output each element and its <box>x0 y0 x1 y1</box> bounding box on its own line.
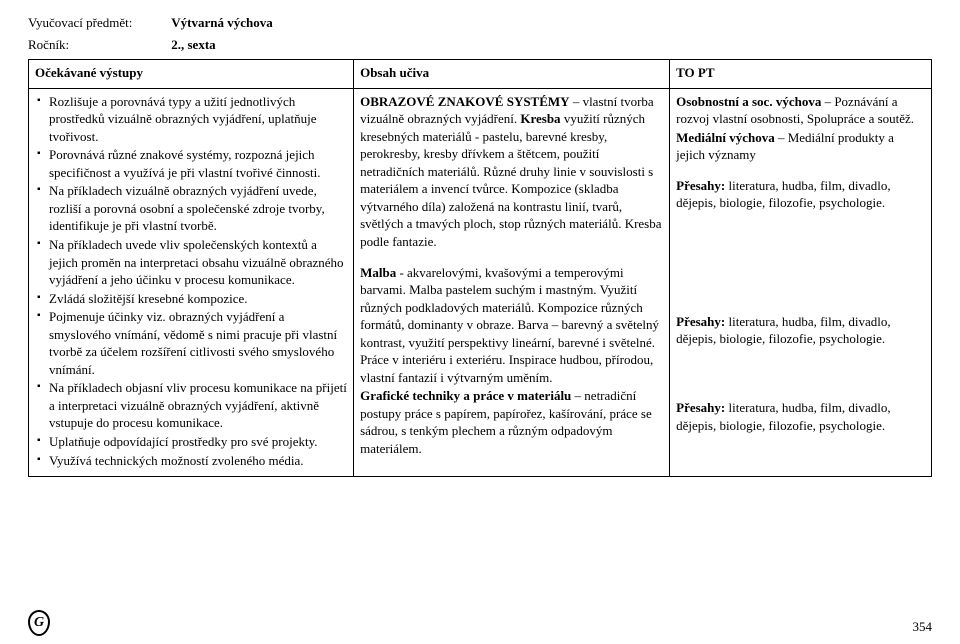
cross-bold: Přesahy: <box>676 178 728 193</box>
col-header-content: Obsah učiva <box>354 60 670 89</box>
grade-label: Ročník: <box>28 36 168 54</box>
content-bold: Kresba <box>520 111 560 126</box>
table-row: Rozlišuje a porovnává typy a užití jedno… <box>29 88 932 476</box>
subject-value: Výtvarná výchova <box>171 15 272 30</box>
table-header-row: Očekávané výstupy Obsah učiva TO PT <box>29 60 932 89</box>
page-number: 354 <box>913 618 933 636</box>
list-item: Porovnává různé znakové systémy, rozpozn… <box>35 146 347 181</box>
topt-cross2: Přesahy: literatura, hudba, film, divadl… <box>676 313 925 348</box>
content-text: využití různých kresebných materiálů - p… <box>360 111 661 249</box>
col-header-outcomes: Očekávané výstupy <box>29 60 354 89</box>
cell-topt: Osobnostní a soc. výchova – Poznávání a … <box>670 88 932 476</box>
list-item: Na příkladech uvede vliv společenských k… <box>35 236 347 289</box>
list-item: Zvládá složitější kresebné kompozice. <box>35 290 347 308</box>
cross-bold: Přesahy: <box>676 400 728 415</box>
subject-line: Vyučovací předmět: Výtvarná výchova <box>28 14 932 32</box>
grade-value: 2., sexta <box>171 37 215 52</box>
content-p3: Grafické techniky a práce v materiálu – … <box>360 387 663 457</box>
topt-cross3: Přesahy: literatura, hudba, film, divadl… <box>676 399 925 434</box>
topt-bold: Mediální výchova <box>676 130 775 145</box>
topt-cross1: Přesahy: literatura, hudba, film, divadl… <box>676 177 925 212</box>
outcomes-list: Rozlišuje a porovnává typy a užití jedno… <box>35 93 347 469</box>
list-item: Pojmenuje účinky viz. obrazných vyjádřen… <box>35 308 347 378</box>
content-p1: OBRAZOVÉ ZNAKOVÉ SYSTÉMY – vlastní tvorb… <box>360 93 663 251</box>
subject-label: Vyučovací předmět: <box>28 14 168 32</box>
grade-line: Ročník: 2., sexta <box>28 36 932 54</box>
curriculum-table: Očekávané výstupy Obsah učiva TO PT Rozl… <box>28 59 932 477</box>
list-item: Na příkladech objasní vliv procesu komun… <box>35 379 347 432</box>
topt-bold: Osobnostní a soc. výchova <box>676 94 821 109</box>
list-item: Na příkladech vizuálně obrazných vyjádře… <box>35 182 347 235</box>
content-text: - akvarelovými, kvašovými a temperovými … <box>360 265 659 385</box>
topt-p1: Osobnostní a soc. výchova – Poznávání a … <box>676 93 925 128</box>
footer-logo-icon: G <box>28 610 50 636</box>
cell-content: OBRAZOVÉ ZNAKOVÉ SYSTÉMY – vlastní tvorb… <box>354 88 670 476</box>
cross-bold: Přesahy: <box>676 314 728 329</box>
page-footer: G 354 <box>28 610 932 636</box>
content-bold: Grafické techniky a práce v materiálu <box>360 388 571 403</box>
list-item: Uplatňuje odpovídající prostředky pro sv… <box>35 433 347 451</box>
col-header-topt: TO PT <box>670 60 932 89</box>
content-p2: Malba - akvarelovými, kvašovými a temper… <box>360 264 663 387</box>
content-bold: Malba <box>360 265 396 280</box>
list-item: Využívá technických možností zvoleného m… <box>35 452 347 470</box>
content-bold: OBRAZOVÉ ZNAKOVÉ SYSTÉMY <box>360 94 569 109</box>
list-item: Rozlišuje a porovnává typy a užití jedno… <box>35 93 347 146</box>
cell-outcomes: Rozlišuje a porovnává typy a užití jedno… <box>29 88 354 476</box>
topt-p2: Mediální výchova – Mediální produkty a j… <box>676 129 925 164</box>
